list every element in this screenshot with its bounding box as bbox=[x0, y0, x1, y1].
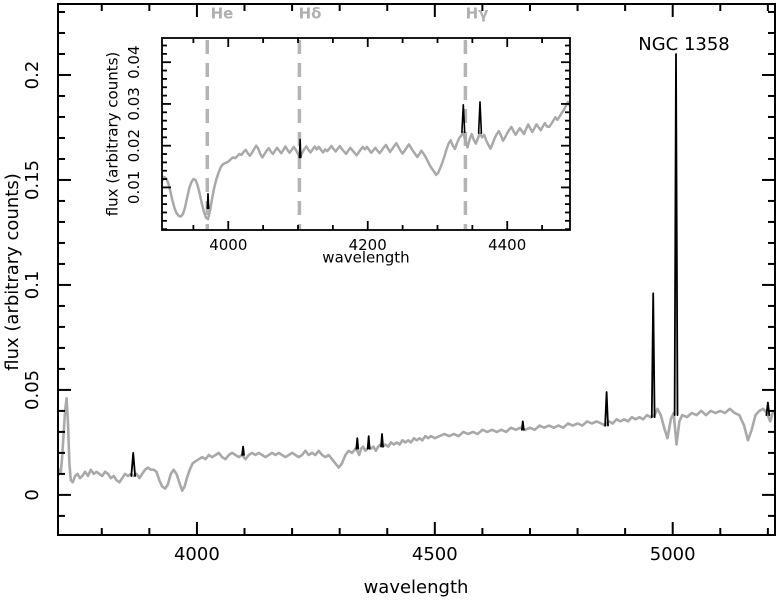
emission-lines bbox=[521, 420, 525, 431]
emission-lines bbox=[130, 451, 137, 477]
main-y-tick-label: 0.1 bbox=[22, 271, 43, 300]
emission-lines bbox=[366, 435, 371, 450]
balmer-line-markers bbox=[205, 40, 468, 229]
emission-lines bbox=[673, 53, 679, 417]
emission-lines bbox=[650, 292, 656, 419]
main-x-tick-label: 4500 bbox=[412, 544, 458, 565]
main-x-tick-label: 5000 bbox=[650, 544, 696, 565]
inset-y-tick-label: 0.03 bbox=[125, 87, 143, 120]
emission-lines-zoom bbox=[298, 138, 302, 159]
inset-x-tick-label: 4400 bbox=[488, 236, 526, 254]
line-marker-label-h-epsilon: He bbox=[210, 4, 234, 23]
inset-y-axis-label: flux (arbitrary counts) bbox=[103, 51, 122, 217]
main-y-tick-label: 0 bbox=[22, 489, 43, 500]
line-marker-label-h-delta: Hδ bbox=[298, 4, 322, 23]
emission-lines bbox=[241, 445, 245, 456]
emission-lines bbox=[355, 437, 360, 450]
main-y-tick-label: 0.05 bbox=[22, 370, 43, 410]
inset-spectrum bbox=[162, 100, 570, 221]
main-x-axis-label: wavelength bbox=[363, 577, 469, 598]
main-y-tick-label: 0.15 bbox=[22, 160, 43, 200]
object-name-annotation: NGC 1358 bbox=[638, 34, 730, 55]
main-spectrum bbox=[58, 53, 775, 493]
galaxy-continuum bbox=[58, 396, 775, 493]
galaxy-continuum-zoom bbox=[162, 100, 570, 221]
main-x-tick-label: 4000 bbox=[174, 544, 220, 565]
emission-lines bbox=[380, 433, 384, 448]
main-axes: 4000 4500 5000 0 0.05 0.1 0.15 0.2 bbox=[22, 3, 776, 565]
emission-lines-zoom bbox=[477, 101, 483, 134]
inset-x-axis-label: wavelength bbox=[322, 248, 410, 267]
inset-y-tick-label: 0.02 bbox=[125, 129, 143, 162]
main-y-axis-label: flux (arbitrary counts) bbox=[2, 173, 23, 371]
line-marker-label-h-gamma: Hγ bbox=[465, 4, 489, 23]
inset-y-tick-label: 0.04 bbox=[125, 45, 143, 78]
inset-y-tick-label: 0.01 bbox=[125, 171, 143, 204]
emission-lines-zoom bbox=[461, 104, 466, 134]
emission-lines-zoom bbox=[206, 192, 210, 210]
inset-frame bbox=[161, 37, 571, 231]
inset-axes: 4000 4200 4400 0.01 0.02 0.03 0.04 bbox=[125, 37, 571, 254]
inset-x-tick-label: 4000 bbox=[209, 236, 247, 254]
main-frame bbox=[57, 3, 776, 536]
main-y-tick-label: 0.2 bbox=[22, 61, 43, 90]
inset-x-tick-label: 4200 bbox=[349, 236, 387, 254]
emission-lines bbox=[604, 391, 609, 427]
